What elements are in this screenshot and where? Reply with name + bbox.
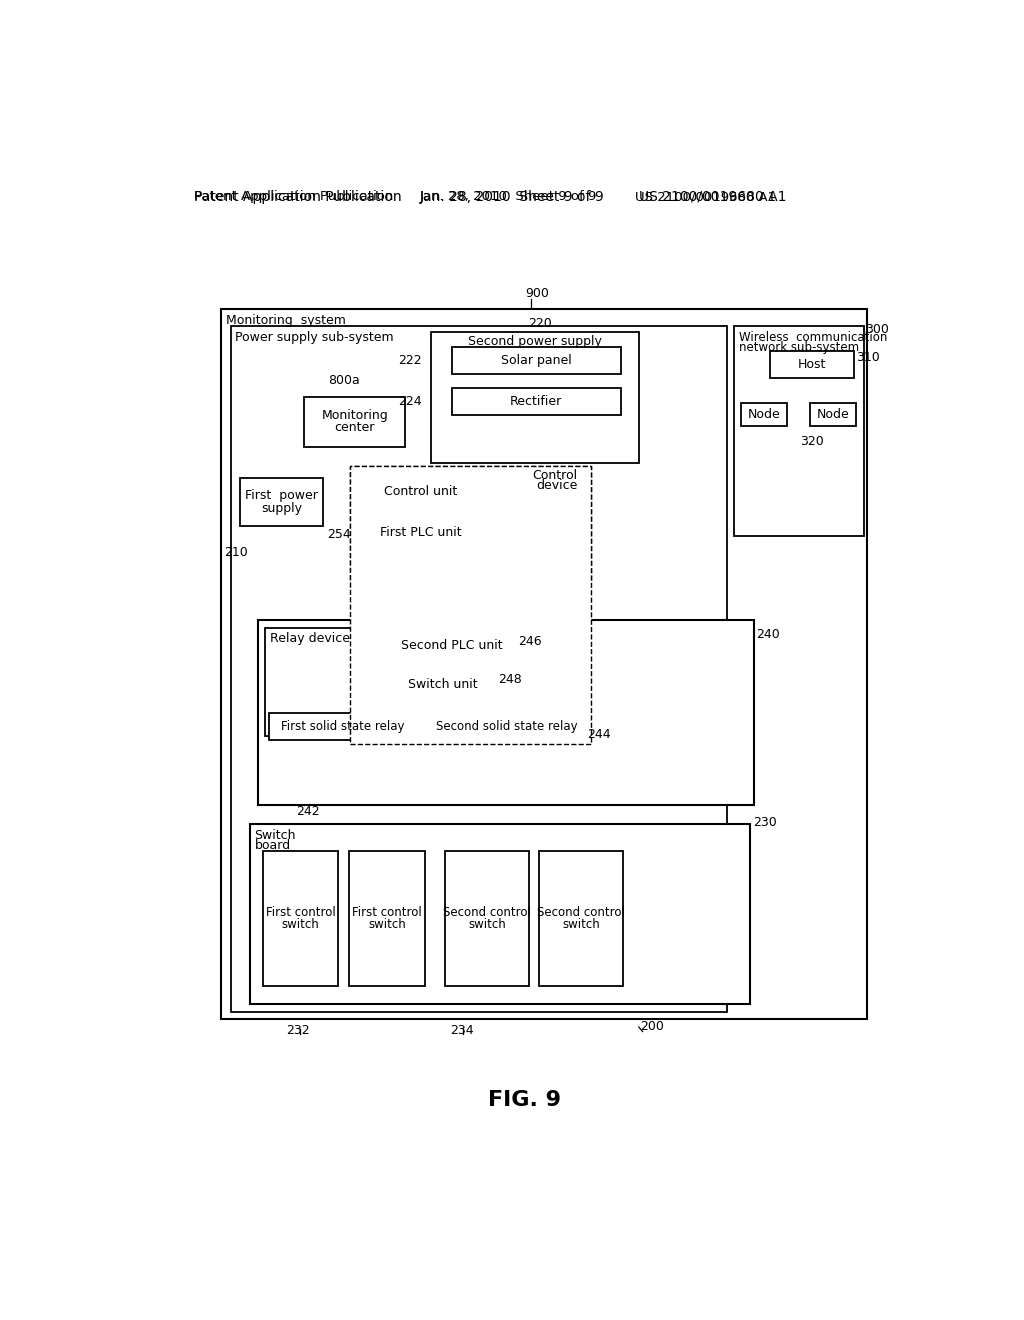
Text: 200: 200 (640, 1020, 665, 1034)
Bar (357, 519, 484, 545)
Text: Monitoring  system: Monitoring system (226, 314, 346, 327)
Text: switch: switch (468, 917, 506, 931)
Text: Jan. 28, 2010  Sheet 9 of 9: Jan. 28, 2010 Sheet 9 of 9 (419, 190, 604, 203)
Text: 246: 246 (518, 635, 542, 648)
Text: switch: switch (562, 917, 600, 931)
Text: 234: 234 (450, 1023, 473, 1036)
Text: 248: 248 (499, 673, 522, 686)
Bar (221, 309, 867, 1019)
Text: Second power supply: Second power supply (468, 335, 602, 348)
Text: 900: 900 (525, 286, 550, 300)
Bar (349, 851, 425, 986)
Bar (453, 388, 621, 414)
Text: device: device (536, 479, 578, 492)
Text: Second PLC unit: Second PLC unit (400, 639, 503, 652)
Text: Monitoring: Monitoring (322, 409, 388, 422)
Bar (269, 713, 416, 739)
Bar (258, 620, 755, 805)
Bar (431, 331, 639, 462)
Text: First control: First control (266, 906, 336, 919)
Text: FIG. 9: FIG. 9 (488, 1090, 561, 1110)
Text: 242: 242 (296, 805, 319, 818)
Text: 210: 210 (224, 546, 248, 560)
Text: supply: supply (261, 502, 302, 515)
Text: 310: 310 (856, 351, 880, 363)
Text: Power supply sub-system: Power supply sub-system (236, 330, 394, 343)
Text: switch: switch (368, 917, 406, 931)
Text: 240: 240 (757, 628, 780, 640)
Bar (250, 825, 751, 1003)
Text: 224: 224 (398, 395, 422, 408)
Bar (240, 478, 323, 527)
Text: Patent Application Publication: Patent Application Publication (195, 190, 394, 203)
Text: Switch: Switch (255, 829, 296, 842)
Text: Relay device: Relay device (270, 632, 350, 645)
Bar (230, 326, 727, 1011)
Text: 800a: 800a (329, 374, 360, 387)
Bar (770, 351, 854, 378)
Text: Second control: Second control (443, 906, 531, 919)
Text: Control: Control (532, 469, 578, 482)
Text: Switch unit: Switch unit (408, 677, 477, 690)
Text: First  power: First power (245, 490, 317, 502)
Text: US 2100/0019680 A1: US 2100/0019680 A1 (635, 190, 776, 203)
Text: Second control: Second control (537, 906, 625, 919)
Text: Node: Node (816, 408, 849, 421)
Bar (444, 851, 529, 986)
Text: Host: Host (798, 358, 826, 371)
Bar (265, 628, 370, 737)
Bar (263, 851, 339, 986)
Text: 220: 220 (528, 317, 552, 330)
Text: 244: 244 (587, 727, 610, 741)
Text: First PLC unit: First PLC unit (380, 527, 462, 539)
Bar (539, 851, 624, 986)
Bar (810, 404, 856, 426)
Text: 320: 320 (801, 436, 824, 449)
Text: 230: 230 (753, 816, 776, 829)
Text: center: center (335, 421, 375, 434)
Bar (357, 478, 484, 506)
Text: board: board (255, 838, 291, 851)
Text: Jan. 28, 2010  Sheet 9 of 9: Jan. 28, 2010 Sheet 9 of 9 (419, 190, 597, 203)
Text: Second solid state relay: Second solid state relay (436, 721, 578, 733)
Bar (734, 326, 863, 536)
Text: Wireless  communication: Wireless communication (739, 330, 887, 343)
Bar (388, 672, 497, 697)
Bar (388, 632, 515, 659)
Text: switch: switch (282, 917, 319, 931)
Text: network sub-system: network sub-system (739, 342, 859, 354)
Bar (741, 404, 787, 426)
Bar (304, 397, 406, 447)
Bar (350, 466, 591, 582)
Text: 222: 222 (398, 354, 422, 367)
Bar (453, 347, 621, 374)
Text: 300: 300 (865, 323, 889, 335)
Text: 232: 232 (287, 1023, 310, 1036)
Text: Node: Node (748, 408, 780, 421)
Text: First control: First control (352, 906, 422, 919)
Bar (429, 713, 585, 739)
Text: Control unit: Control unit (384, 486, 458, 499)
Text: 254: 254 (327, 528, 350, 541)
Text: First solid state relay: First solid state relay (281, 721, 404, 733)
Text: Solar panel: Solar panel (501, 354, 571, 367)
Text: Rectifier: Rectifier (510, 395, 562, 408)
Text: US 2100/0019680 A1: US 2100/0019680 A1 (639, 190, 786, 203)
Text: Patent Application Publication: Patent Application Publication (195, 190, 402, 203)
Bar (350, 466, 591, 743)
